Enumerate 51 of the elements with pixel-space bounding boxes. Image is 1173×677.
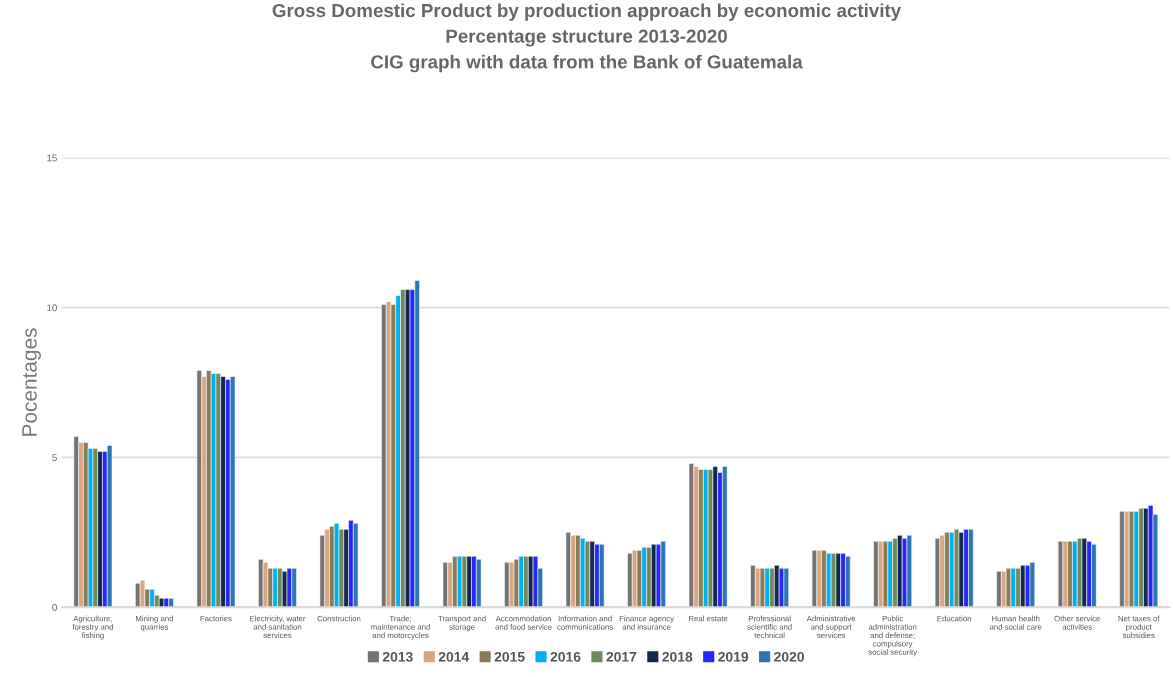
bar xyxy=(958,532,964,608)
bar xyxy=(92,448,98,608)
bar xyxy=(1133,511,1139,608)
bar xyxy=(873,541,879,608)
bar xyxy=(906,535,912,608)
bar xyxy=(759,568,766,608)
bar xyxy=(504,562,510,608)
bar xyxy=(655,544,662,608)
legend-label: 2017 xyxy=(606,651,637,662)
bar xyxy=(1029,562,1036,608)
legend-label: 2018 xyxy=(662,651,693,662)
bar xyxy=(934,538,941,608)
bar xyxy=(811,550,818,608)
y-tick-label: 0 xyxy=(52,604,57,611)
bar xyxy=(229,376,236,608)
bar xyxy=(532,556,539,608)
bar xyxy=(1010,568,1016,608)
bar xyxy=(1057,541,1064,608)
bar xyxy=(442,562,449,608)
legend-label: 2015 xyxy=(494,651,525,662)
bar xyxy=(882,541,889,608)
bar xyxy=(688,463,695,608)
y-axis-title: Pocentages xyxy=(22,328,41,436)
y-tick-label: 5 xyxy=(52,454,57,462)
bar xyxy=(783,568,789,608)
bar xyxy=(750,565,756,608)
bar xyxy=(461,556,468,608)
bar xyxy=(584,541,591,608)
chart-title: Gross Domestic Product by production approach by economic activity Percentage structure 2013-2020 CIG graph with data from the Bank of Guatemala xyxy=(272,3,902,73)
legend-label: 2013 xyxy=(382,651,413,662)
bar xyxy=(106,445,113,608)
bar xyxy=(286,568,293,608)
bar xyxy=(196,370,202,608)
bar xyxy=(707,469,714,608)
bar xyxy=(1081,538,1088,608)
bar xyxy=(565,532,572,608)
bar xyxy=(513,559,520,608)
bar xyxy=(830,553,837,608)
y-tick-label: 10 xyxy=(47,304,57,312)
bar xyxy=(1119,511,1125,608)
legend-label: 2014 xyxy=(438,651,470,662)
bar xyxy=(215,373,222,608)
bar xyxy=(627,553,633,608)
bar xyxy=(139,580,146,608)
bar xyxy=(73,436,79,608)
bar xyxy=(996,571,1002,608)
bar xyxy=(636,550,643,608)
legend-label: 2020 xyxy=(774,651,804,662)
legend-label: 2016 xyxy=(550,651,581,662)
y-tick-label: 15 xyxy=(47,154,57,162)
legend-label: 2019 xyxy=(718,651,749,662)
